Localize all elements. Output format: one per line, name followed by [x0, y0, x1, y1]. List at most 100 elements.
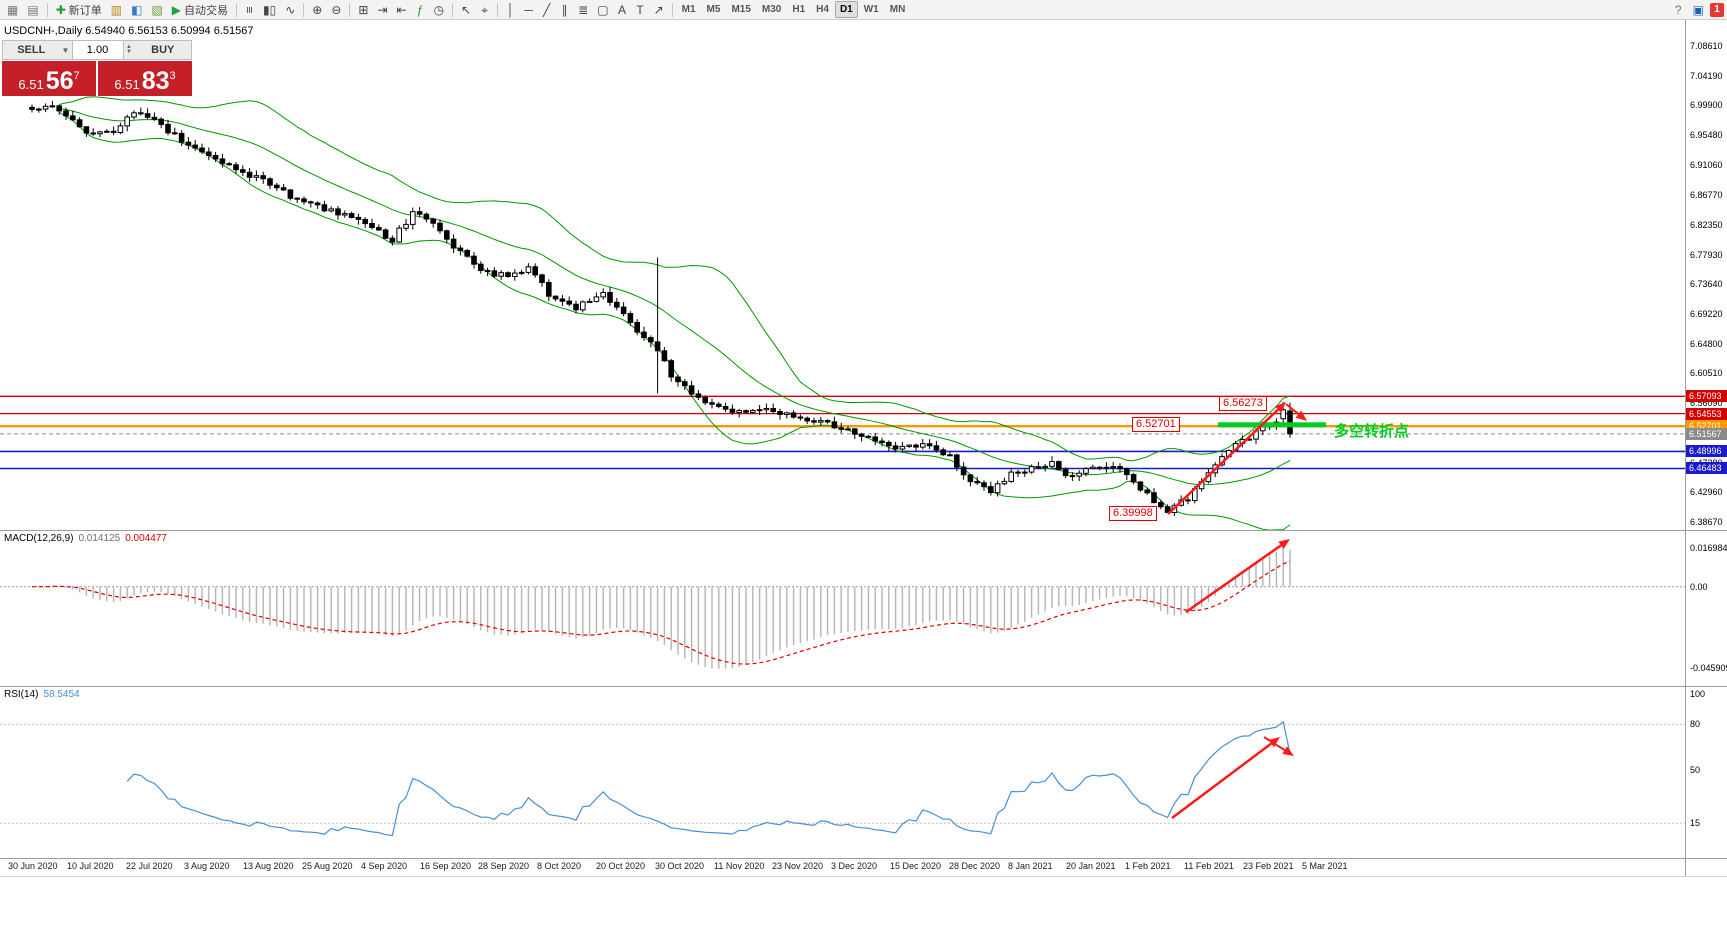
terminal-icon[interactable]: ▧ [147, 1, 166, 18]
periods-button[interactable]: ◷ [430, 1, 448, 18]
price-axis[interactable]: 7.08610 7.04190 6.99900 6.95480 6.91060 6.867… [1686, 20, 1727, 876]
trendline-button: ╱ [543, 2, 551, 17]
pivot-level-segment[interactable] [1218, 422, 1326, 428]
macd-panel-canvas[interactable] [0, 530, 1685, 686]
bar-chart-icon[interactable]: ≡ [241, 1, 258, 18]
navigator-icon: ◧ [131, 2, 143, 17]
date-label: 4 Sep 2020 [361, 861, 408, 871]
timeframe-button-mn[interactable]: MN [889, 4, 906, 15]
date-label: 10 Jul 2020 [67, 861, 114, 871]
buy-price-quote[interactable]: 6.51 83 3 [98, 61, 192, 96]
volume-input[interactable]: 1.00 [71, 41, 124, 59]
date-label: 15 Dec 2020 [890, 861, 942, 871]
macd-main-value: 0.014125 [78, 533, 121, 544]
zoom-out-icon[interactable]: ⊖ [327, 1, 345, 18]
macd-panel-separator[interactable] [0, 530, 1727, 531]
bollinger-upper-line [59, 96, 1291, 462]
price-tick: 6.56090 [1690, 398, 1723, 408]
cursor-button: ↖ [461, 2, 472, 17]
terminal-icon: ▧ [151, 2, 163, 17]
annotation-price-high[interactable]: 6.56273 [1219, 396, 1267, 411]
bollinger-lower-line [58, 111, 1291, 530]
shapes-button[interactable]: ▢ [593, 1, 612, 18]
chart-profile-icon: ▤ [27, 2, 39, 17]
label-button[interactable]: T [632, 1, 649, 18]
horizontal-line-button: ─ [524, 2, 533, 17]
date-label: 16 Sep 2020 [420, 861, 472, 871]
timeframe-button-w1[interactable]: W1 [863, 4, 879, 15]
auto-scroll-icon[interactable]: ⇥ [373, 1, 391, 18]
macd-scale-zero: 0.00 [1690, 582, 1708, 592]
candlestick-chart-icon[interactable]: ▮▯ [259, 1, 280, 18]
toolbar-separator [303, 2, 305, 17]
price-tag-6.51567: 6.51567 [1686, 428, 1727, 440]
annotation-pivot-price[interactable]: 6.52701 [1132, 417, 1180, 432]
date-label: 3 Dec 2020 [831, 861, 878, 871]
date-label: 25 Aug 2020 [302, 861, 353, 871]
market-watch-icon[interactable]: ▥ [107, 1, 126, 18]
timeframe-button-m15[interactable]: M15 [731, 4, 751, 15]
chevron-down-icon[interactable]: ▼ [61, 45, 70, 55]
channel-button[interactable]: ∥ [556, 1, 573, 18]
new-order-button[interactable]: ✚ 新订单 [52, 1, 106, 18]
date-label: 5 Mar 2021 [1302, 861, 1348, 871]
price-tick: 7.08610 [1690, 41, 1723, 51]
indicators-button[interactable]: ƒ [412, 1, 429, 18]
rsi-title: RSI(14) 58.5454 [4, 689, 80, 700]
autotrading-button[interactable]: ▶ 自动交易 [168, 1, 232, 18]
rsi-panel-separator[interactable] [0, 686, 1727, 687]
timeframe-button-h4[interactable]: H4 [816, 4, 829, 15]
buy-price-small: 6.51 [114, 77, 140, 92]
spinner-down-icon[interactable]: ▼ [126, 49, 132, 55]
macd-scale-max: 0.016984 [1690, 543, 1727, 553]
price-chart-canvas[interactable] [0, 20, 1685, 530]
vertical-line-button: │ [506, 2, 515, 17]
timeframe-button-m1[interactable]: M1 [681, 4, 696, 15]
sell-price-quote[interactable]: 6.51 56 7 [2, 61, 96, 96]
notification-badge[interactable]: 1 [1710, 2, 1724, 17]
price-tick: 6.77930 [1690, 250, 1723, 260]
spinner-up-icon[interactable]: ▲ [126, 44, 132, 50]
price-tick: 6.38670 [1690, 517, 1723, 527]
toolbar-separator [46, 2, 48, 17]
navigator-icon[interactable]: ◧ [127, 1, 146, 18]
chart-profile-icon[interactable]: ▤ [23, 1, 42, 18]
rsi-scale-80: 80 [1690, 719, 1701, 729]
vertical-line-button[interactable]: │ [502, 1, 519, 18]
zoom-in-icon[interactable]: ⊕ [308, 1, 326, 18]
price-tag-6.48996: 6.48996 [1686, 445, 1727, 457]
trendline-button[interactable]: ╱ [538, 1, 555, 18]
tile-windows-icon[interactable]: ⊞ [354, 1, 372, 18]
bar-chart-icon: ≡ [242, 5, 257, 14]
rsi-panel-canvas[interactable] [0, 686, 1685, 858]
macd-scale-min: -0.045909 [1690, 663, 1727, 673]
sell-button[interactable]: SELL [17, 44, 46, 56]
annotation-pivot-text[interactable]: 多空转折点 [1334, 423, 1410, 440]
rsi-line [126, 720, 1291, 837]
text-button[interactable]: A [614, 1, 631, 18]
line-chart-icon[interactable]: ∿ [281, 1, 299, 18]
date-label: 20 Jan 2021 [1066, 861, 1116, 871]
help-icon[interactable]: ? [1670, 1, 1687, 18]
timeframe-button-m30[interactable]: M30 [761, 4, 782, 15]
tile-windows-icon: ⊞ [358, 2, 369, 17]
time-axis[interactable]: 30 Jun 2020 10 Jul 2020 22 Jul 2020 3 Aug 2… [0, 858, 1685, 876]
toolbar-right-group: ? ▣ 1 [1670, 1, 1724, 18]
crosshair-button[interactable]: ⌖ [476, 1, 493, 18]
horizontal-line-button[interactable]: ─ [520, 1, 537, 18]
timeframe-button-h1[interactable]: H1 [792, 4, 806, 15]
connection-icon[interactable]: ▣ [1689, 1, 1708, 18]
chart-window-icon[interactable]: ▦ [3, 1, 22, 18]
toolbar: ▦ ▤ ✚ 新订单 ▥ ◧ ▧ ▶ 自动交易 ≡ ▮▯ ∿ ⊕ ⊖ ⊞ ⇥ ⇤ ƒ ◷ ↖ ⌖ │ ─ ╱ ∥ ≣ ▢ A T ↗ M1 M5… [0, 0, 1727, 20]
fibonacci-button[interactable]: ≣ [574, 1, 592, 18]
annotation-price-low[interactable]: 6.39998 [1109, 506, 1157, 521]
volume-spinner[interactable]: ▲ ▼ [124, 41, 135, 59]
timeframe-button-m5[interactable]: M5 [706, 4, 721, 15]
chart-shift-icon[interactable]: ⇤ [393, 1, 411, 18]
new-order-icon: ✚ [55, 2, 66, 17]
buy-button[interactable]: BUY [151, 44, 175, 56]
arrows-button[interactable]: ↗ [650, 1, 668, 18]
cursor-button[interactable]: ↖ [457, 1, 475, 18]
date-label: 22 Jul 2020 [126, 861, 173, 871]
timeframe-button-d1[interactable]: D1 [834, 1, 858, 18]
